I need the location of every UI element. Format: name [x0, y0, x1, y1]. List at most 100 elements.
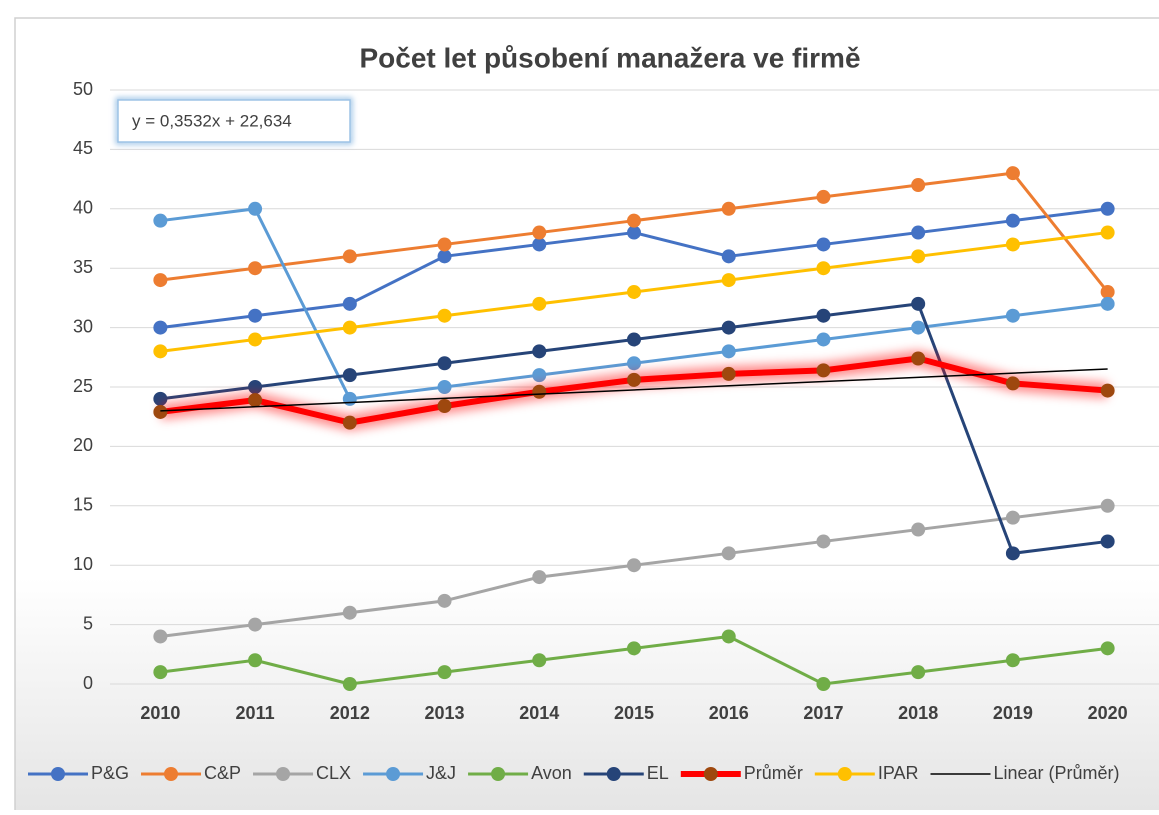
y-tick-label: 5: [83, 613, 93, 633]
marker: [532, 570, 547, 585]
legend-label: J&J: [426, 763, 456, 783]
marker: [153, 404, 168, 419]
marker: [1100, 284, 1115, 299]
marker: [1100, 641, 1115, 656]
marker: [153, 391, 168, 406]
marker: [342, 320, 357, 335]
marker: [1100, 201, 1115, 216]
marker: [437, 380, 452, 394]
y-tick-label: 25: [73, 376, 93, 396]
x-tick-label: 2014: [519, 703, 559, 723]
marker: [153, 213, 168, 228]
legend-marker: [837, 767, 852, 781]
marker: [437, 665, 452, 680]
marker: [532, 384, 547, 399]
marker: [1100, 498, 1115, 513]
marker: [721, 320, 736, 335]
marker: [437, 593, 452, 608]
x-tick-label: 2020: [1088, 703, 1128, 723]
marker: [1005, 308, 1020, 323]
marker: [1100, 534, 1115, 549]
marker: [248, 380, 263, 394]
x-tick-label: 2010: [140, 703, 180, 723]
marker: [721, 201, 736, 216]
legend: P&G C&P CLX J&J Avon EL Průměr IPAR Linear (Prům…: [28, 763, 1120, 783]
marker: [248, 617, 263, 632]
marker: [721, 249, 736, 264]
marker: [532, 296, 547, 311]
marker: [1005, 510, 1020, 525]
marker: [248, 261, 263, 276]
marker: [153, 320, 168, 335]
legend-label: Průměr: [744, 763, 803, 783]
legend-marker: [276, 767, 291, 781]
legend-marker: [606, 767, 621, 781]
marker: [437, 308, 452, 323]
marker: [1005, 166, 1020, 181]
x-tick-label: 2016: [709, 703, 749, 723]
marker: [342, 391, 357, 406]
marker: [1100, 225, 1115, 240]
marker: [627, 641, 641, 656]
marker: [816, 332, 831, 347]
x-tick-label: 2019: [993, 703, 1033, 723]
legend-label: CLX: [316, 763, 351, 783]
y-tick-label: 45: [73, 138, 93, 158]
marker: [248, 201, 263, 216]
marker: [911, 296, 926, 311]
marker: [1005, 653, 1020, 668]
marker: [153, 629, 168, 644]
plot: [153, 166, 1115, 691]
equation-box: [117, 99, 351, 143]
marker: [1005, 237, 1020, 252]
marker: [1100, 383, 1115, 398]
marker: [342, 249, 357, 264]
marker: [627, 372, 641, 387]
marker: [437, 249, 452, 264]
chart-frame: [14, 17, 1159, 815]
legend-marker: [703, 767, 718, 781]
x-tick-label: 2017: [803, 703, 843, 723]
marker: [1005, 213, 1020, 228]
legend-marker: [51, 767, 65, 781]
marker: [248, 393, 263, 408]
marker: [248, 653, 263, 668]
marker: [248, 308, 263, 323]
marker: [342, 296, 357, 311]
legend-marker: [386, 767, 401, 781]
marker: [627, 225, 641, 240]
marker: [911, 351, 926, 366]
marker: [532, 368, 547, 383]
marker: [627, 332, 641, 347]
marker: [153, 344, 168, 359]
marker: [342, 605, 357, 620]
legend-label: P&G: [91, 763, 129, 783]
marker: [721, 273, 736, 288]
marker: [437, 356, 452, 371]
marker: [816, 534, 831, 549]
x-tick-label: 2015: [614, 703, 654, 723]
marker: [627, 213, 641, 228]
legend-label: EL: [647, 763, 669, 783]
marker: [911, 249, 926, 264]
marker: [437, 237, 452, 252]
chart-title: Počet let působení manažera ve firmě: [359, 42, 860, 73]
marker: [816, 189, 831, 204]
marker: [437, 399, 452, 414]
marker: [816, 308, 831, 323]
marker: [721, 629, 736, 644]
marker: [532, 225, 547, 240]
legend-label: Avon: [531, 763, 572, 783]
legend-label: C&P: [204, 763, 241, 783]
y-tick-label: 40: [73, 198, 93, 218]
marker: [532, 237, 547, 252]
marker: [1005, 546, 1020, 561]
marker: [153, 273, 168, 288]
y-tick-label: 15: [73, 495, 93, 515]
marker: [816, 363, 831, 378]
marker: [342, 415, 357, 430]
y-tick-label: 35: [73, 257, 93, 277]
marker: [532, 653, 547, 668]
